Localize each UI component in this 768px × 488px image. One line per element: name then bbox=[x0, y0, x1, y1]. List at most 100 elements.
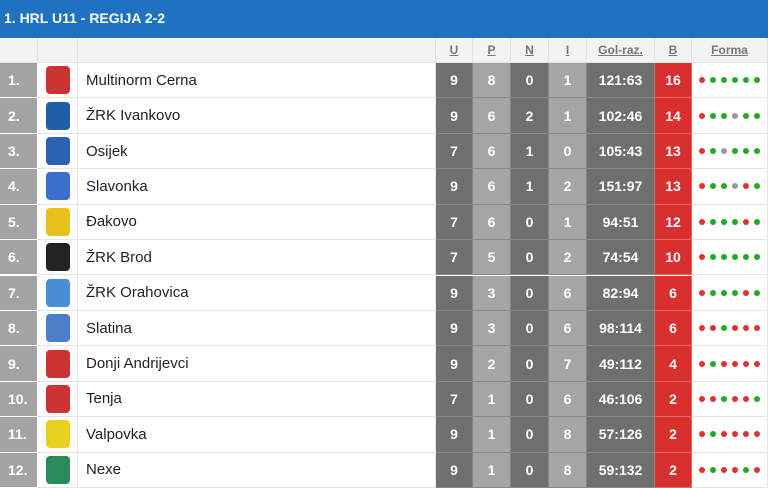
form-dot bbox=[699, 466, 705, 473]
form bbox=[692, 98, 768, 134]
form-dot bbox=[732, 148, 738, 155]
team-logo bbox=[45, 278, 70, 307]
stat: 6 bbox=[549, 275, 587, 311]
stat: 1 bbox=[473, 452, 511, 488]
stat: 0 bbox=[511, 275, 549, 311]
rank: 3. bbox=[0, 133, 38, 170]
form-dot bbox=[732, 431, 738, 438]
form-dot bbox=[699, 431, 705, 438]
stat: 121:63 bbox=[587, 63, 655, 99]
stat: 3 bbox=[473, 275, 511, 311]
team-logo bbox=[45, 66, 70, 95]
form-dot bbox=[743, 183, 749, 190]
form-dot bbox=[721, 148, 727, 155]
logo-cell bbox=[38, 98, 78, 134]
stat: 6 bbox=[473, 169, 511, 205]
form-dot bbox=[754, 112, 760, 119]
stat: 1 bbox=[473, 417, 511, 453]
form-dot bbox=[699, 218, 705, 225]
rank: 11. bbox=[0, 417, 38, 453]
column-header: P bbox=[473, 38, 511, 63]
team-name: ŽRK Brod bbox=[78, 240, 436, 276]
form-dot bbox=[721, 112, 727, 119]
stat: 0 bbox=[511, 346, 549, 382]
form bbox=[692, 133, 768, 170]
stat: 8 bbox=[549, 417, 587, 453]
form-dot bbox=[754, 431, 760, 438]
form-dot bbox=[754, 466, 760, 473]
form bbox=[692, 417, 768, 453]
column-header: B bbox=[655, 38, 692, 63]
rank: 7. bbox=[0, 275, 38, 311]
team-name: Tenja bbox=[78, 381, 436, 418]
team-logo bbox=[45, 101, 70, 130]
stat: 0 bbox=[511, 381, 549, 418]
stat: 0 bbox=[511, 204, 549, 241]
form-dot bbox=[710, 431, 716, 438]
form-dot bbox=[732, 254, 738, 261]
form-dot bbox=[754, 77, 760, 84]
stat: 2 bbox=[655, 452, 692, 488]
stat: 6 bbox=[549, 310, 587, 347]
stat: 13 bbox=[655, 133, 692, 170]
form-dot bbox=[754, 218, 760, 225]
team-name: Valpovka bbox=[78, 417, 436, 453]
form-dot bbox=[743, 431, 749, 438]
form-dot bbox=[743, 395, 749, 402]
team-logo bbox=[45, 349, 70, 378]
form-dot bbox=[732, 218, 738, 225]
form-dot bbox=[699, 325, 705, 332]
stat: 0 bbox=[549, 133, 587, 170]
form-dot bbox=[721, 289, 727, 296]
form-dot bbox=[721, 395, 727, 402]
logo-cell bbox=[38, 275, 78, 311]
stat: 59:132 bbox=[587, 452, 655, 488]
form-dot bbox=[699, 183, 705, 190]
form-dot bbox=[699, 77, 705, 84]
form-dot bbox=[710, 218, 716, 225]
stat: 6 bbox=[655, 275, 692, 311]
form bbox=[692, 381, 768, 418]
form-dot bbox=[743, 360, 749, 367]
form-dot bbox=[710, 289, 716, 296]
stat: 10 bbox=[655, 240, 692, 276]
form-dot bbox=[710, 466, 716, 473]
rank: 9. bbox=[0, 346, 38, 382]
form-dot bbox=[743, 112, 749, 119]
stat: 1 bbox=[549, 63, 587, 99]
rank: 10. bbox=[0, 381, 38, 418]
stat: 5 bbox=[473, 240, 511, 276]
stat: 13 bbox=[655, 169, 692, 205]
form-dot bbox=[699, 360, 705, 367]
form-dot bbox=[754, 289, 760, 296]
stat: 102:46 bbox=[587, 98, 655, 134]
column-header: Gol-raz. bbox=[587, 38, 655, 63]
stat: 1 bbox=[473, 381, 511, 418]
stat: 8 bbox=[473, 63, 511, 99]
form-dot bbox=[743, 218, 749, 225]
stat: 105:43 bbox=[587, 133, 655, 170]
stat: 2 bbox=[473, 346, 511, 382]
stat: 9 bbox=[436, 310, 473, 347]
form-dot bbox=[699, 289, 705, 296]
form bbox=[692, 452, 768, 488]
stat: 7 bbox=[436, 240, 473, 276]
logo-cell bbox=[38, 169, 78, 205]
stat: 9 bbox=[436, 98, 473, 134]
team-logo bbox=[45, 384, 70, 413]
stat: 7 bbox=[436, 133, 473, 170]
stat: 6 bbox=[473, 98, 511, 134]
form-dot bbox=[710, 77, 716, 84]
form bbox=[692, 63, 768, 99]
rank: 5. bbox=[0, 204, 38, 241]
stat: 2 bbox=[655, 417, 692, 453]
form-dot bbox=[710, 254, 716, 261]
team-logo bbox=[45, 420, 70, 449]
rank: 6. bbox=[0, 240, 38, 276]
stat: 1 bbox=[511, 133, 549, 170]
stat: 7 bbox=[436, 204, 473, 241]
stat: 9 bbox=[436, 63, 473, 99]
form-dot bbox=[732, 289, 738, 296]
form-dot bbox=[732, 325, 738, 332]
form-dot bbox=[710, 325, 716, 332]
